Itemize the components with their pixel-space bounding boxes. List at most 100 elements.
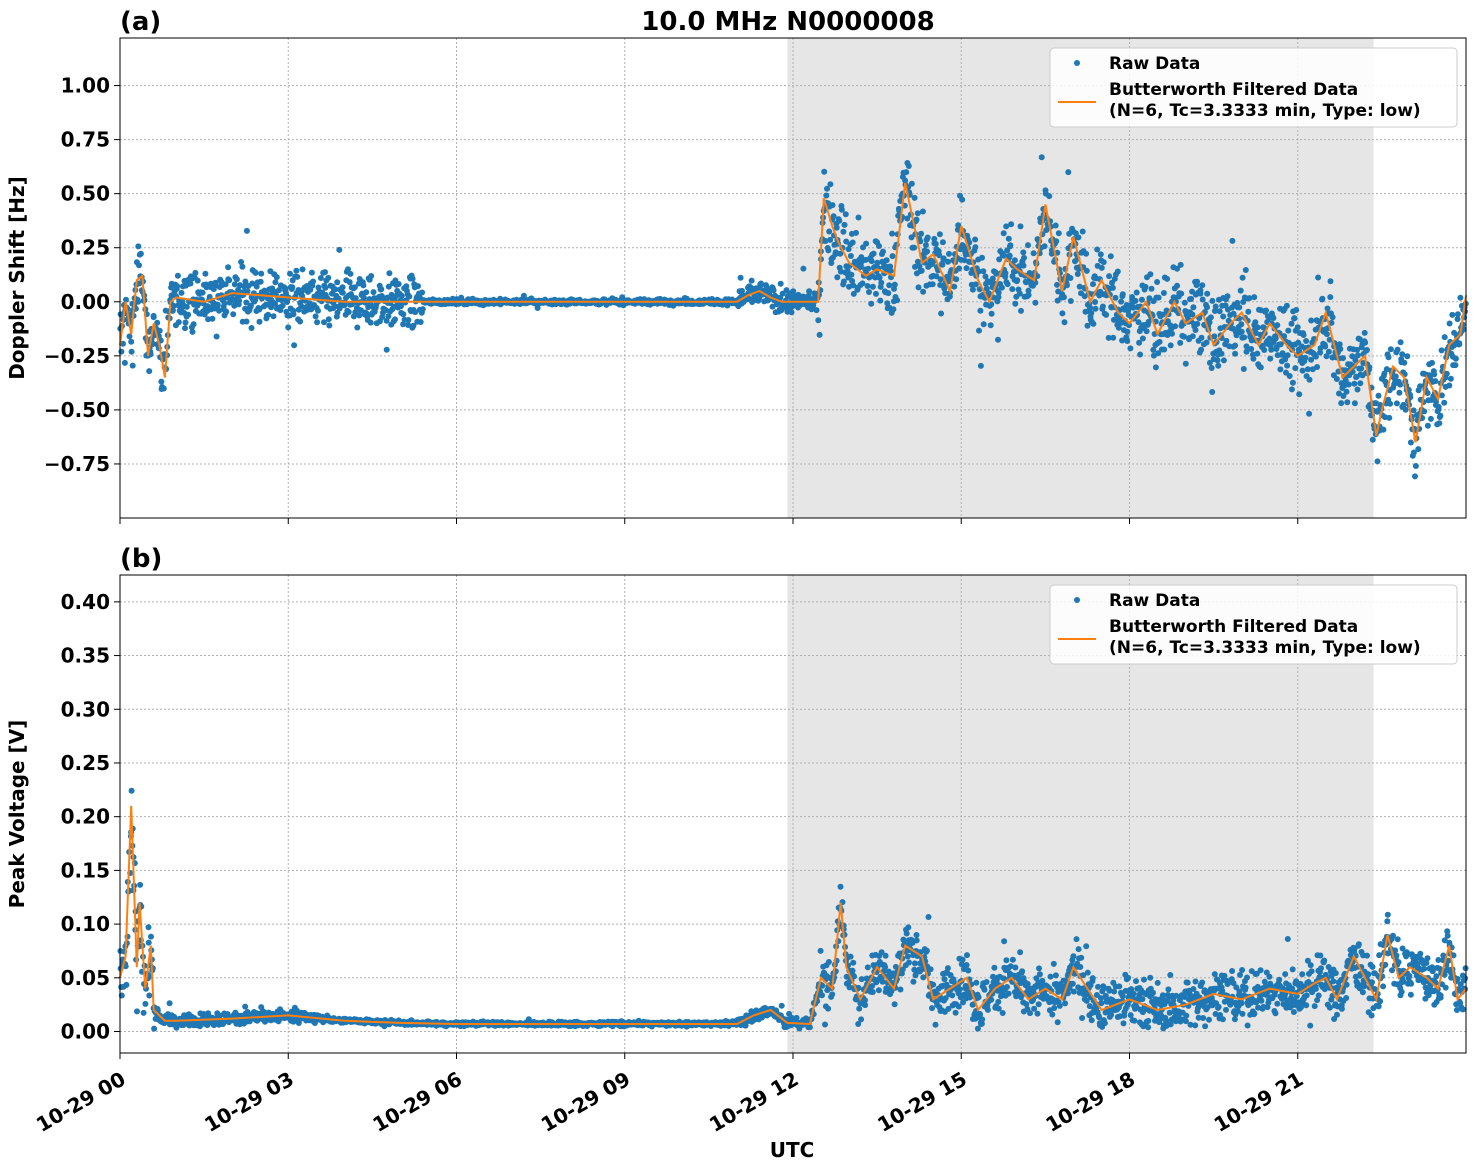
raw-data-point bbox=[1354, 346, 1361, 353]
raw-data-point bbox=[1099, 303, 1106, 310]
raw-data-point bbox=[1254, 983, 1261, 990]
raw-data-point bbox=[173, 1024, 180, 1031]
raw-data-point bbox=[899, 966, 906, 973]
raw-data-point bbox=[938, 310, 945, 317]
raw-data-point bbox=[1288, 320, 1295, 327]
raw-data-point bbox=[1056, 1002, 1063, 1009]
raw-data-point bbox=[238, 259, 245, 265]
raw-data-point bbox=[855, 214, 862, 221]
raw-data-point bbox=[1369, 436, 1376, 443]
raw-data-point bbox=[1397, 339, 1404, 346]
raw-data-point bbox=[932, 1021, 939, 1028]
raw-data-point bbox=[290, 311, 297, 318]
raw-data-point bbox=[1098, 1000, 1105, 1007]
raw-data-point bbox=[1031, 1005, 1038, 1012]
raw-data-point bbox=[395, 281, 402, 287]
raw-data-point bbox=[1397, 381, 1404, 388]
raw-data-point bbox=[1092, 305, 1099, 312]
raw-data-point bbox=[339, 289, 346, 296]
raw-data-point bbox=[257, 278, 264, 285]
raw-data-point bbox=[1410, 449, 1417, 456]
raw-data-point bbox=[1136, 339, 1143, 346]
raw-data-point bbox=[120, 340, 126, 347]
legend-label-filter-params: (N=6, Tc=3.3333 min, Type: low) bbox=[1109, 101, 1421, 121]
raw-data-point bbox=[1456, 341, 1463, 348]
y-tick-label-a: −0.50 bbox=[44, 398, 110, 422]
raw-data-point bbox=[959, 196, 966, 203]
raw-data-point bbox=[1314, 997, 1321, 1004]
raw-data-point bbox=[182, 325, 188, 332]
raw-data-point bbox=[1446, 382, 1453, 389]
raw-data-point bbox=[1263, 307, 1269, 314]
raw-data-point bbox=[1155, 294, 1162, 301]
raw-data-point bbox=[1032, 299, 1039, 306]
raw-data-point bbox=[1232, 350, 1239, 357]
raw-data-point bbox=[1119, 291, 1126, 298]
raw-data-point bbox=[862, 1002, 869, 1009]
raw-data-point bbox=[1336, 390, 1342, 397]
raw-data-point bbox=[972, 244, 979, 251]
raw-data-point bbox=[945, 1005, 952, 1012]
raw-data-point bbox=[1074, 271, 1081, 277]
raw-data-point bbox=[933, 273, 940, 280]
raw-data-point bbox=[929, 281, 936, 288]
raw-data-point bbox=[400, 311, 407, 318]
raw-data-point bbox=[891, 1001, 898, 1008]
raw-data-point bbox=[922, 242, 929, 249]
raw-data-point bbox=[129, 362, 136, 369]
raw-data-point bbox=[1454, 311, 1461, 318]
raw-data-point bbox=[392, 316, 398, 323]
raw-data-point bbox=[1088, 310, 1095, 316]
raw-data-point bbox=[1152, 364, 1159, 371]
raw-data-point bbox=[995, 289, 1002, 296]
raw-data-point bbox=[858, 1016, 865, 1023]
raw-data-point bbox=[1009, 286, 1016, 293]
raw-data-point bbox=[417, 319, 424, 325]
raw-data-point bbox=[325, 316, 332, 323]
raw-data-point bbox=[1375, 392, 1382, 399]
raw-data-point bbox=[1361, 329, 1368, 336]
raw-data-point bbox=[1083, 267, 1090, 274]
raw-data-point bbox=[868, 300, 875, 307]
raw-data-point bbox=[1447, 375, 1454, 382]
raw-data-point bbox=[236, 297, 243, 304]
raw-data-point bbox=[1023, 1001, 1030, 1008]
raw-data-point bbox=[142, 1000, 149, 1007]
raw-data-point bbox=[1272, 1010, 1279, 1017]
raw-data-point bbox=[419, 306, 426, 313]
raw-data-point bbox=[1139, 996, 1146, 1003]
raw-data-point bbox=[1323, 353, 1330, 360]
raw-data-point bbox=[1324, 305, 1331, 312]
raw-data-point bbox=[1110, 334, 1117, 341]
raw-data-point bbox=[995, 294, 1002, 301]
raw-data-point bbox=[1079, 1015, 1086, 1021]
y-axis-label-a: Doppler Shift [Hz] bbox=[5, 176, 29, 380]
raw-data-point bbox=[900, 936, 907, 943]
raw-data-point bbox=[1220, 357, 1227, 364]
raw-data-point bbox=[779, 290, 786, 297]
raw-data-point bbox=[1075, 946, 1082, 953]
raw-data-point bbox=[939, 239, 946, 246]
raw-data-point bbox=[1336, 341, 1343, 348]
raw-data-point bbox=[385, 313, 392, 320]
raw-data-point bbox=[929, 1005, 935, 1012]
raw-data-point bbox=[187, 280, 194, 287]
raw-data-point bbox=[1060, 294, 1067, 301]
raw-data-point bbox=[937, 276, 944, 283]
raw-data-point bbox=[878, 949, 885, 956]
raw-data-point bbox=[1209, 389, 1216, 395]
raw-data-point bbox=[1014, 277, 1021, 284]
raw-data-point bbox=[1073, 936, 1080, 943]
raw-data-point bbox=[1090, 320, 1097, 327]
raw-data-point bbox=[879, 978, 886, 985]
raw-data-point bbox=[1214, 357, 1221, 364]
raw-data-point bbox=[1114, 268, 1121, 275]
raw-data-point bbox=[973, 979, 980, 986]
raw-data-point bbox=[1248, 346, 1255, 352]
raw-data-point bbox=[231, 281, 238, 288]
raw-data-point bbox=[1323, 331, 1330, 338]
raw-data-point bbox=[974, 1025, 981, 1032]
raw-data-point bbox=[1161, 346, 1168, 353]
raw-data-point bbox=[1417, 383, 1424, 390]
raw-data-point bbox=[1211, 333, 1218, 340]
